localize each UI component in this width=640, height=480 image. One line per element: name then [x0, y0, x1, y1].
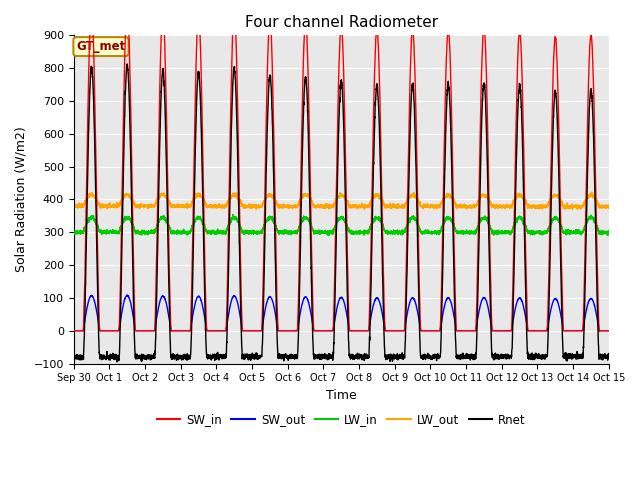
SW_out	[124, 292, 131, 298]
LW_in	[604, 231, 612, 237]
Legend: SW_in, SW_out, LW_in, LW_out, Rnet: SW_in, SW_out, LW_in, LW_out, Rnet	[152, 409, 531, 431]
Rnet	[604, 355, 612, 360]
SW_out	[431, 328, 439, 334]
LW_in	[461, 231, 469, 237]
SW_in	[604, 328, 612, 334]
Rnet	[321, 354, 329, 360]
Rnet	[124, 61, 131, 67]
Text: GT_met: GT_met	[76, 40, 125, 53]
LW_out	[70, 200, 77, 206]
LW_in	[492, 228, 499, 234]
SW_out	[461, 328, 469, 334]
LW_in	[605, 228, 612, 234]
SW_out	[321, 328, 329, 334]
SW_in	[321, 328, 329, 334]
SW_out	[492, 328, 499, 334]
SW_in	[124, 3, 131, 9]
LW_out	[321, 203, 329, 209]
Rnet	[432, 353, 440, 359]
LW_in	[166, 224, 173, 230]
SW_in	[461, 328, 469, 334]
Line: SW_in: SW_in	[74, 6, 609, 332]
SW_in	[431, 328, 439, 334]
Y-axis label: Solar Radiation (W/m2): Solar Radiation (W/m2)	[15, 127, 28, 272]
SW_out	[605, 328, 612, 334]
SW_in	[492, 328, 499, 334]
Rnet	[461, 356, 469, 361]
LW_out	[492, 203, 499, 208]
LW_out	[604, 204, 612, 210]
Title: Four channel Radiometer: Four channel Radiometer	[244, 15, 438, 30]
SW_out	[604, 328, 612, 334]
Rnet	[113, 359, 121, 365]
Line: LW_in: LW_in	[74, 215, 609, 236]
SW_in	[605, 328, 612, 334]
Rnet	[605, 352, 612, 358]
LW_out	[431, 204, 439, 210]
LW_out	[568, 206, 576, 212]
LW_in	[431, 230, 439, 236]
Line: SW_out: SW_out	[74, 295, 609, 331]
SW_out	[70, 328, 77, 334]
SW_in	[70, 328, 77, 334]
Rnet	[492, 354, 499, 360]
SW_out	[166, 321, 174, 326]
Line: Rnet: Rnet	[74, 64, 609, 362]
Rnet	[166, 334, 174, 340]
LW_out	[605, 204, 612, 210]
LW_in	[321, 229, 329, 235]
Line: LW_out: LW_out	[74, 192, 609, 209]
LW_out	[588, 189, 596, 195]
LW_in	[604, 233, 612, 239]
X-axis label: Time: Time	[326, 389, 356, 402]
LW_out	[461, 204, 468, 210]
LW_in	[70, 229, 77, 235]
LW_in	[229, 212, 237, 217]
SW_in	[166, 297, 174, 302]
LW_out	[166, 201, 173, 207]
Rnet	[70, 357, 77, 363]
SW_in	[595, 329, 603, 335]
